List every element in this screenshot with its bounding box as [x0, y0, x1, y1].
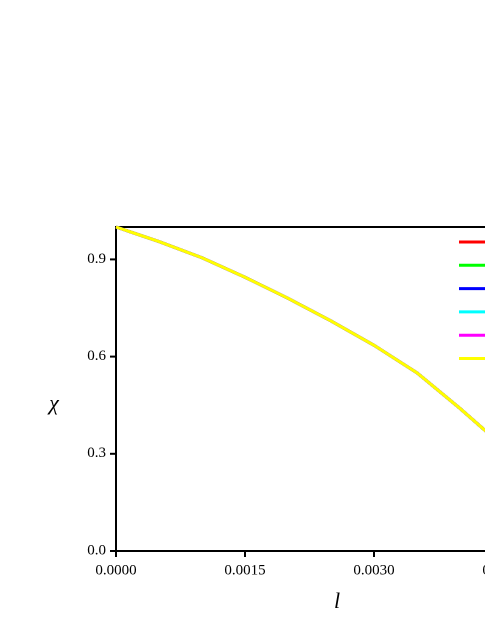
- plot-frame: [115, 226, 485, 552]
- series-line: [115, 225, 485, 433]
- series-line: [115, 225, 485, 433]
- series-line: [115, 225, 485, 433]
- series-line: [115, 225, 485, 433]
- x-tick-label: 0.0015: [224, 562, 265, 578]
- series-line: [115, 225, 485, 433]
- y-tick-label: 0.6: [87, 348, 106, 364]
- x-tick-label: 0.0030: [353, 562, 394, 578]
- y-tick-label: 0.9: [87, 251, 106, 267]
- y-axis-label: χ: [47, 390, 60, 415]
- series-line: [115, 225, 485, 433]
- y-tick-label: 0.0: [87, 542, 106, 558]
- x-tick-label: 0.0000: [95, 562, 136, 578]
- y-tick-label: 0.3: [87, 445, 106, 461]
- x-tick-label: 0.0045: [482, 562, 485, 578]
- x-axis-label: l: [334, 588, 340, 613]
